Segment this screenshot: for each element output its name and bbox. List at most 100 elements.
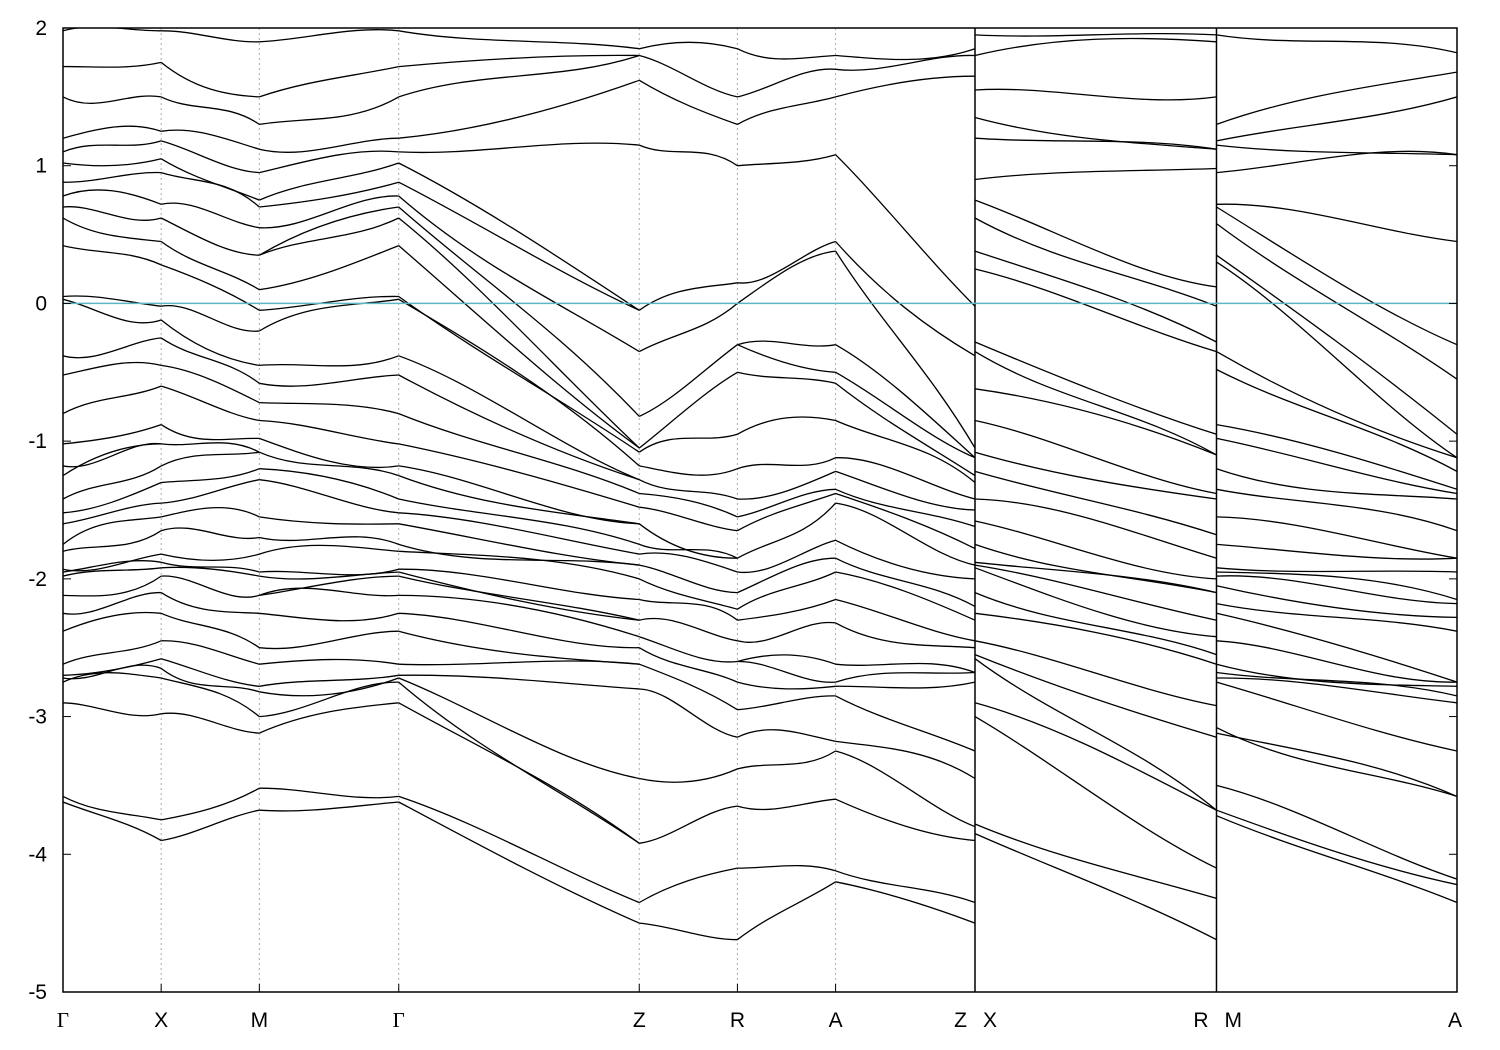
band-line bbox=[737, 695, 836, 711]
band-line bbox=[835, 371, 976, 459]
band-line bbox=[398, 79, 640, 139]
band-line bbox=[835, 382, 976, 477]
band-line bbox=[63, 481, 162, 514]
band-line bbox=[974, 543, 1217, 594]
band-line bbox=[974, 833, 1217, 941]
band-line bbox=[63, 640, 162, 665]
band-line bbox=[259, 96, 400, 126]
band-line bbox=[63, 298, 162, 324]
band-line bbox=[974, 199, 1217, 288]
band-line bbox=[259, 401, 399, 415]
band-line bbox=[639, 344, 738, 417]
band-line bbox=[398, 443, 640, 508]
band-line bbox=[398, 30, 640, 50]
band-line bbox=[398, 217, 640, 449]
band-line bbox=[398, 677, 640, 780]
band-line bbox=[398, 245, 640, 449]
band-line bbox=[737, 96, 836, 125]
band-line bbox=[259, 630, 399, 650]
band-line bbox=[161, 658, 260, 687]
band-line bbox=[1216, 34, 1457, 54]
band-line bbox=[1216, 671, 1457, 697]
band-line bbox=[974, 702, 1217, 811]
band-line bbox=[63, 361, 162, 376]
band-line bbox=[259, 217, 399, 256]
band-line bbox=[737, 457, 836, 470]
band-line bbox=[835, 740, 976, 780]
band-line bbox=[63, 658, 162, 676]
band-line bbox=[835, 557, 976, 607]
band-line bbox=[737, 416, 836, 435]
band-line bbox=[974, 716, 1217, 869]
band-line bbox=[1216, 150, 1457, 174]
band-line bbox=[63, 423, 162, 445]
band-line bbox=[737, 48, 836, 60]
band-line bbox=[1216, 488, 1457, 532]
band-line bbox=[160, 592, 260, 614]
band-line bbox=[398, 498, 640, 546]
band-line bbox=[737, 488, 836, 518]
band-line bbox=[835, 671, 976, 683]
band-line bbox=[737, 660, 836, 683]
band-line bbox=[1216, 727, 1457, 798]
band-line bbox=[259, 468, 399, 500]
band-line bbox=[259, 787, 399, 799]
band-line bbox=[398, 374, 640, 481]
band-line bbox=[160, 612, 260, 649]
band-line bbox=[1216, 351, 1457, 459]
band-line bbox=[398, 474, 640, 525]
band-line bbox=[1216, 677, 1457, 704]
band-line bbox=[639, 688, 738, 738]
band-line bbox=[639, 564, 738, 594]
band-line bbox=[1216, 206, 1457, 346]
band-line bbox=[974, 823, 1217, 900]
kpoint-label: Γ bbox=[57, 1008, 69, 1032]
band-line bbox=[63, 702, 162, 717]
band-line bbox=[63, 189, 162, 205]
band-line bbox=[258, 206, 399, 256]
y-axis-ticks: 2 1 0 -1 -2 -3 -4 -5 bbox=[28, 17, 1457, 1004]
band-line bbox=[638, 647, 738, 683]
band-line bbox=[259, 162, 399, 201]
band-line bbox=[63, 530, 162, 552]
band-line bbox=[835, 695, 976, 752]
band-line bbox=[258, 298, 399, 332]
y-tick-label: -3 bbox=[28, 706, 47, 729]
band-line bbox=[1216, 144, 1457, 156]
band-line bbox=[161, 468, 260, 484]
band-line bbox=[638, 867, 738, 904]
band-line bbox=[835, 571, 976, 621]
band-line bbox=[398, 54, 640, 68]
band-line bbox=[63, 672, 162, 683]
band-line bbox=[737, 750, 836, 770]
band-line bbox=[835, 750, 976, 828]
band-line bbox=[398, 181, 640, 311]
band-line bbox=[1216, 261, 1457, 459]
band-line bbox=[737, 881, 836, 941]
band-line bbox=[835, 870, 976, 904]
band-line bbox=[259, 801, 399, 812]
band-line bbox=[974, 217, 1217, 307]
band-line bbox=[638, 371, 738, 449]
band-line bbox=[259, 437, 399, 469]
band-line bbox=[974, 419, 1217, 495]
band-line bbox=[835, 154, 976, 307]
band-line bbox=[974, 612, 1217, 665]
band-line bbox=[1216, 809, 1457, 886]
band-line bbox=[259, 295, 399, 311]
band-line bbox=[259, 137, 399, 153]
band-line bbox=[737, 344, 836, 373]
band-line bbox=[639, 578, 738, 610]
band-line bbox=[63, 442, 162, 468]
band-line bbox=[1216, 663, 1457, 687]
band-line bbox=[737, 371, 836, 384]
band-line bbox=[160, 319, 260, 367]
band-line bbox=[259, 479, 399, 514]
band-line bbox=[835, 622, 976, 649]
band-line bbox=[259, 612, 399, 622]
band-line bbox=[398, 575, 640, 621]
band-line bbox=[639, 144, 738, 167]
band-line bbox=[398, 195, 640, 353]
band-line bbox=[737, 250, 836, 304]
